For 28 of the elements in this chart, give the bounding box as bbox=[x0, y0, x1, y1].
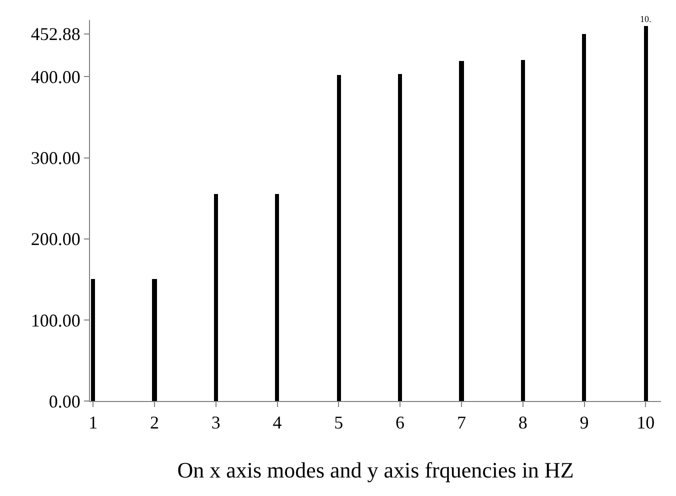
x-tick-label: 9 bbox=[580, 412, 589, 433]
x-tick-label: 6 bbox=[396, 412, 405, 433]
y-tick-label: 452.88 bbox=[30, 24, 80, 44]
bar bbox=[459, 61, 464, 401]
x-tick-label: 5 bbox=[334, 412, 344, 433]
x-tick-label: 1 bbox=[88, 412, 98, 433]
bar bbox=[521, 60, 525, 401]
bar bbox=[152, 279, 157, 401]
x-tick-label: 8 bbox=[518, 412, 528, 433]
bar bbox=[275, 194, 279, 401]
bar bbox=[214, 194, 218, 401]
bar bbox=[337, 75, 341, 401]
bar bbox=[644, 26, 648, 401]
x-axis-title: On x axis modes and y axis frquencies in HZ bbox=[177, 458, 574, 482]
bar bbox=[91, 279, 95, 401]
bar bbox=[398, 74, 402, 401]
y-tick-label: 400.00 bbox=[30, 67, 80, 88]
x-tick-label: 2 bbox=[150, 412, 159, 433]
x-tick-label: 3 bbox=[211, 412, 220, 433]
y-tick-label: 100.00 bbox=[30, 310, 80, 330]
x-tick-label: 7 bbox=[456, 412, 466, 433]
bar bbox=[582, 34, 586, 401]
annotation: 10. bbox=[640, 14, 652, 24]
y-tick-label: 300.00 bbox=[30, 148, 80, 168]
y-tick-label: 200.00 bbox=[30, 229, 80, 250]
x-tick-label: 4 bbox=[272, 412, 282, 433]
x-tick-label: 10 bbox=[636, 412, 655, 433]
y-tick-label: 0.00 bbox=[48, 391, 80, 412]
